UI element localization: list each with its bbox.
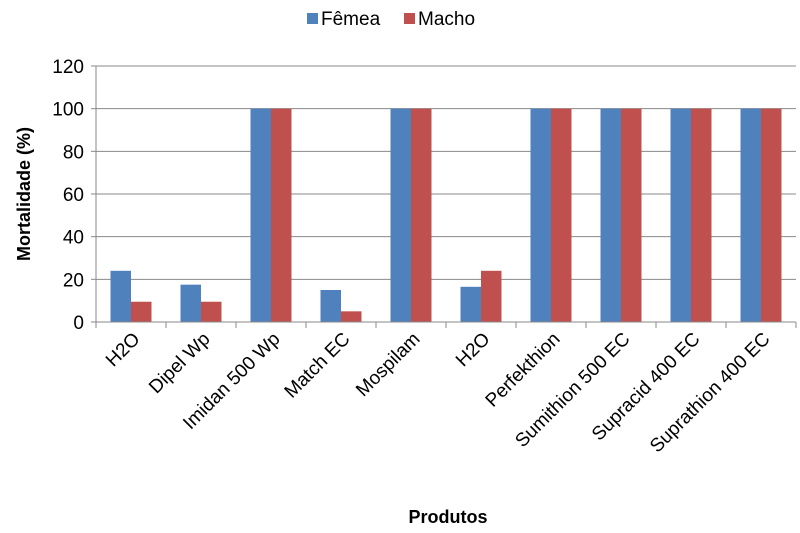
y-tick-labels: 0 20 40 60 80 100 120 <box>52 57 84 334</box>
bar-macho-0 <box>131 301 152 322</box>
bar-femea-5 <box>460 286 481 322</box>
x-tick-label-9: Suprathion 400 EC <box>646 329 774 457</box>
bar-macho-2 <box>271 108 292 323</box>
y-tick-label-3: 60 <box>63 185 84 206</box>
bar-macho-6 <box>551 108 572 323</box>
x-axis-title: Produtos <box>409 507 488 527</box>
y-tick-label-0: 0 <box>73 313 84 334</box>
x-tick-label-4: Mospilam <box>352 329 424 401</box>
bar-macho-7 <box>621 108 642 323</box>
y-tick-label-5: 100 <box>52 100 84 121</box>
bar-femea-2 <box>250 108 271 323</box>
bar-femea-6 <box>530 108 551 323</box>
x-tick-label-0: H2O <box>102 329 144 371</box>
bar-macho-4 <box>411 108 432 323</box>
bars <box>110 108 782 323</box>
bar-femea-4 <box>390 108 411 323</box>
axes <box>95 66 797 328</box>
y-axis-title: Mortalidade (%) <box>14 127 34 261</box>
bar-macho-5 <box>481 270 502 322</box>
bar-macho-8 <box>691 108 712 323</box>
y-tick-label-2: 40 <box>63 228 84 249</box>
y-tick-label-6: 120 <box>52 57 84 78</box>
y-tick-label-1: 20 <box>63 270 84 291</box>
legend-swatch-femea <box>307 13 318 24</box>
bar-femea-3 <box>320 290 341 322</box>
y-tick-label-4: 80 <box>63 142 84 163</box>
x-tick-label-5: H2O <box>452 329 494 371</box>
bar-femea-0 <box>110 270 131 322</box>
bar-macho-9 <box>761 108 782 323</box>
legend-label-femea: Fêmea <box>321 9 381 30</box>
bar-femea-7 <box>600 108 621 323</box>
bar-macho-3 <box>341 311 362 322</box>
legend-label-macho: Macho <box>418 9 475 30</box>
x-tick-label-3: Match EC <box>281 329 355 403</box>
bar-macho-1 <box>201 301 222 322</box>
bar-femea-9 <box>740 108 761 323</box>
bar-femea-1 <box>180 284 201 322</box>
bar-femea-8 <box>670 108 691 323</box>
x-tick-label-1: Dipel Wp <box>145 329 214 398</box>
legend-swatch-macho <box>404 13 415 24</box>
legend: Fêmea Macho <box>307 9 475 30</box>
